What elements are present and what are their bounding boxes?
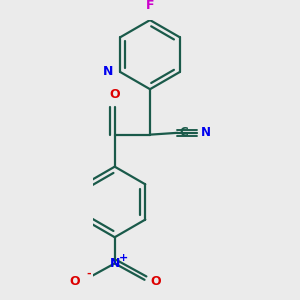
Text: N: N (201, 126, 211, 139)
Text: F: F (146, 0, 154, 12)
Text: C: C (179, 126, 188, 139)
Text: N: N (110, 257, 120, 270)
Text: O: O (150, 275, 161, 288)
Text: -: - (86, 269, 91, 279)
Text: +: + (119, 253, 128, 263)
Text: O: O (110, 88, 120, 101)
Text: N: N (103, 65, 113, 78)
Text: O: O (70, 275, 80, 288)
